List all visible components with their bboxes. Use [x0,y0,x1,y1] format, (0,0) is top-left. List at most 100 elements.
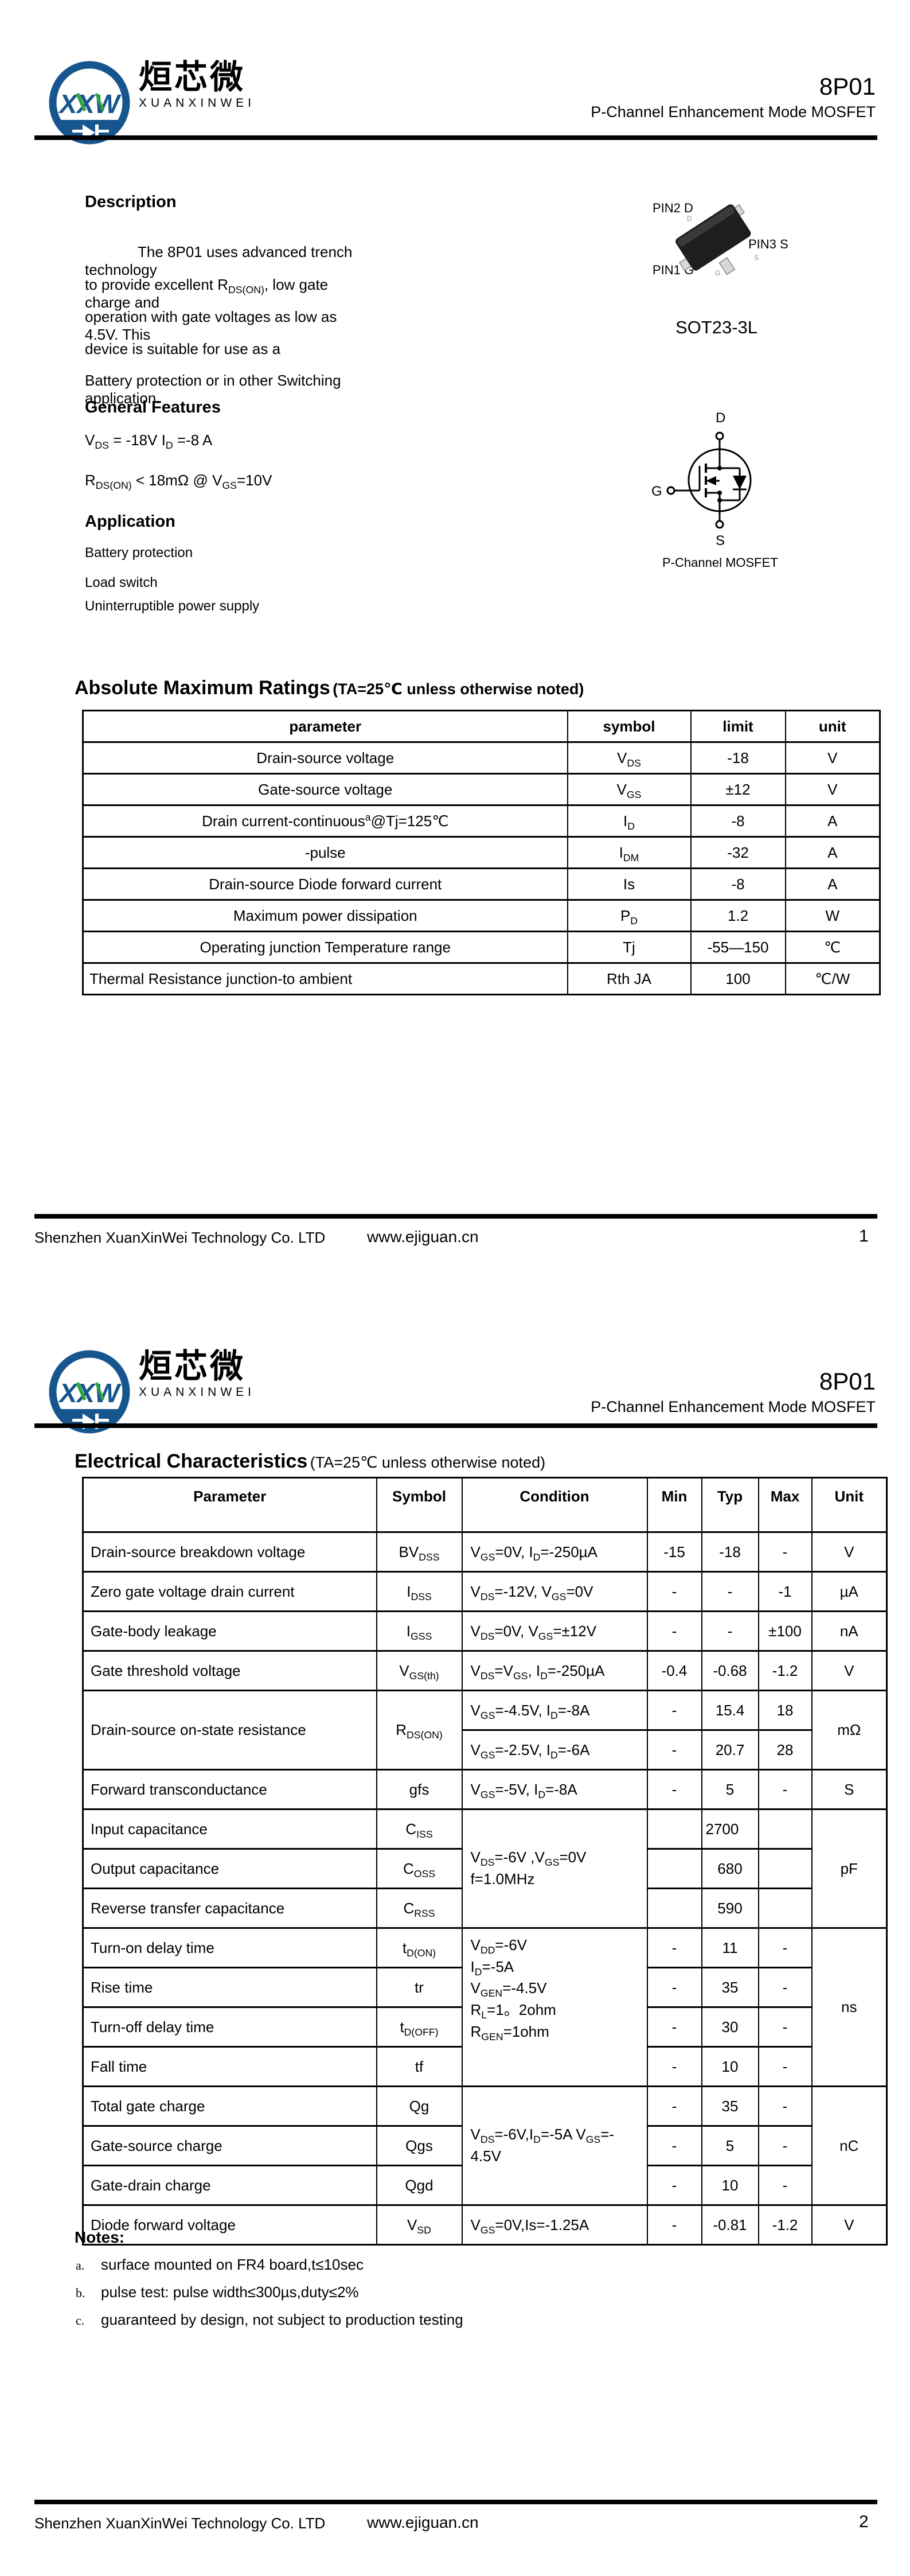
table-row: Forward transconductance gfs VGS=-5V, ID=-… [82,1769,888,1810]
table-row: Output capacitance COSS 680 [82,1848,887,1889]
ec-col-symbol: Symbol [376,1477,463,1533]
mosfet-symbol-caption: P-Channel MOSFET [662,555,778,570]
logo-monogram: XXW [58,89,122,119]
table-row: Zero gate voltage drain current IDSS VDS=-… [82,1571,888,1612]
ec-col-unit: Unit [811,1477,888,1533]
note-text: guaranteed by design, not subject to pro… [101,2311,463,2328]
table-row: Total gate charge Qg VDS=-6V,ID=-5A VGS=-… [82,2085,888,2206]
table-row: Gate-body leakage IGSS VDS=0V, VGS=±12V --… [82,1610,888,1652]
table-row: Drain-source Diode forward current Is -8 A [82,867,881,901]
table-row: Gate threshold voltage VGS(th) VDS=VGS, ID… [82,1650,888,1691]
ec-col-parameter: Parameter [82,1477,377,1533]
table-row: Turn-on delay time tD(ON) VDD=-6V ID=-5A … [82,1927,888,2087]
table-row: Drain-source voltage VDS -18 V [82,741,881,775]
table-row: Operating junction Temperature range Tj -5… [82,931,881,964]
features-title: General Features [85,398,221,417]
table-row: Rise time tr -35- [82,1967,887,2008]
note-text: pulse test: pulse width≤300µs,duty≤2% [101,2283,359,2301]
amr-col-symbol: symbol [567,710,692,743]
ec-title-condition: (TA=25℃ unless otherwise noted) [310,1454,546,1471]
lead-d-label: D [687,215,692,223]
table-row: Gate-source voltage VGS ±12 V [82,773,881,806]
amr-col-unit: unit [784,710,881,743]
application-item: Battery protection [85,545,193,561]
note-item: a. surface mounted on FR4 board,t≤10sec [76,2256,364,2274]
part-subtitle: P-Channel Enhancement Mode MOSFET [591,1398,876,1416]
feature-line: VDS = -18V ID =-8 A [85,431,213,452]
mosfet-symbol-icon: D G S [651,410,752,548]
description-line: to provide excellent RDS(ON), low gate c… [85,276,329,311]
note-marker: b. [76,2286,85,2300]
company-name-en: XUANXINWEI [139,1385,256,1399]
table-row: Gate-source charge Qgs -5- [82,2125,887,2166]
note-marker: a. [76,2258,85,2273]
condition-line: VDS=-6V,ID=-5A VGS=- [470,2126,615,2146]
footer-rule [34,1214,877,1219]
lead-s-label: S [754,254,759,262]
ec-col-typ: Typ [701,1477,759,1533]
description-line: The 8P01 uses advanced trench technology [85,243,353,278]
application-item: Uninterruptible power supply [85,598,260,614]
document-header: 8P01 P-Channel Enhancement Mode MOSFET [591,1368,876,1416]
table-row: Turn-off delay time tD(OFF) -30- [82,2006,887,2048]
symbol-d-label: D [716,410,725,426]
footer-website: www.ejiguan.cn [367,1228,479,1246]
amr-title-condition: (TA=25℃ unless otherwise noted) [333,680,584,698]
footer-rule [34,2500,877,2504]
page-2: XXW 烜芯微 XUANXINWEI 8P01 P-Channel Enhanc… [0,1288,910,2576]
table-row: VGS=-2.5V, ID=-6A -20.7 28 [83,1729,887,1770]
header-rule [34,1423,877,1428]
note-marker: c. [76,2313,85,2328]
table-row: Maximum power dissipation PD 1.2 W [82,899,881,932]
company-logo: XXW 烜芯微 XUANXINWEI [46,60,255,146]
company-name-zh: 烜芯微 [139,59,246,96]
table-row: Drain-source on-state resistance RDS(ON) … [82,1690,888,1770]
page-1: XXW 烜芯微 XUANXINWEI 8P01 P-Channel Enhanc… [34,60,881,1246]
description-line: Battery protection or in other Switching… [85,372,341,407]
pin2-label: PIN2 D [653,201,693,215]
note-item: b. pulse test: pulse width≤300µs,duty≤2% [76,2283,359,2301]
part-subtitle: P-Channel Enhancement Mode MOSFET [591,103,876,121]
condition-line: ID=-5A [470,1958,514,1978]
amr-col-limit: limit [690,710,786,743]
footer-company: Shenzhen XuanXinWei Technology Co. LTD [34,2515,326,2532]
logo-oval-icon: XXW [49,61,130,145]
logo-monogram: XXW [58,1378,122,1408]
condition-line: RGEN=1ohm [470,2022,549,2042]
condition-line: VDD=-6V [470,1936,528,1956]
sot23-package-figure: D S G [675,204,759,277]
part-number: 8P01 [819,1368,876,1395]
note-text: surface mounted on FR4 board,t≤10sec [101,2256,364,2273]
table-row: Diode forward voltage VSD VGS=0V,Is=-1.25A… [82,2204,888,2246]
description-line: device is suitable for use as a [85,340,281,357]
table-row: -pulse IDM -32 A [82,836,881,869]
page-number: 2 [859,2512,869,2531]
pin3-label: PIN3 S [748,237,788,251]
company-name-en: XUANXINWEI [139,96,256,110]
lead-g-label: G [715,269,720,277]
table-row: Gate-drain charge Qgd -10- [82,2165,887,2206]
notes-title: Notes: [75,2228,125,2246]
symbol-s-label: S [716,533,725,548]
table-row: Input capacitance CISS VDS=-6V ,VGS=0V f=… [82,1808,888,1929]
page-number: 1 [859,1227,869,1246]
application-title: Application [85,512,175,531]
description-line: operation with gate voltages as low as 4… [85,308,337,343]
symbol-g-label: G [651,484,662,499]
application-item: Load switch [85,575,158,590]
logo-oval-icon: XXW [49,1350,130,1434]
amr-col-parameter: parameter [82,710,568,743]
package-name: SOT23-3L [675,317,758,337]
electrical-characteristics-table: Parameter Symbol Condition Min Typ Max U… [82,1477,888,2246]
ec-header-row: Parameter Symbol Condition Min Typ Max U… [82,1477,888,1533]
feature-line: RDS(ON) < 18mΩ @ VGS=10V [85,472,272,492]
condition-line: 4.5V [470,2147,502,2165]
ec-col-condition: Condition [461,1477,648,1533]
footer-website: www.ejiguan.cn [367,2513,479,2531]
table-row: Reverse transfer capacitance CRSS 590 [82,1888,887,1929]
footer-company: Shenzhen XuanXinWei Technology Co. LTD [34,1229,326,1246]
condition-line: VDS=-6V ,VGS=0V [470,1849,587,1869]
amr-header-row: parameter symbol limit unit [82,710,881,743]
condition-line: RL=1。2ohm [470,2001,556,2021]
